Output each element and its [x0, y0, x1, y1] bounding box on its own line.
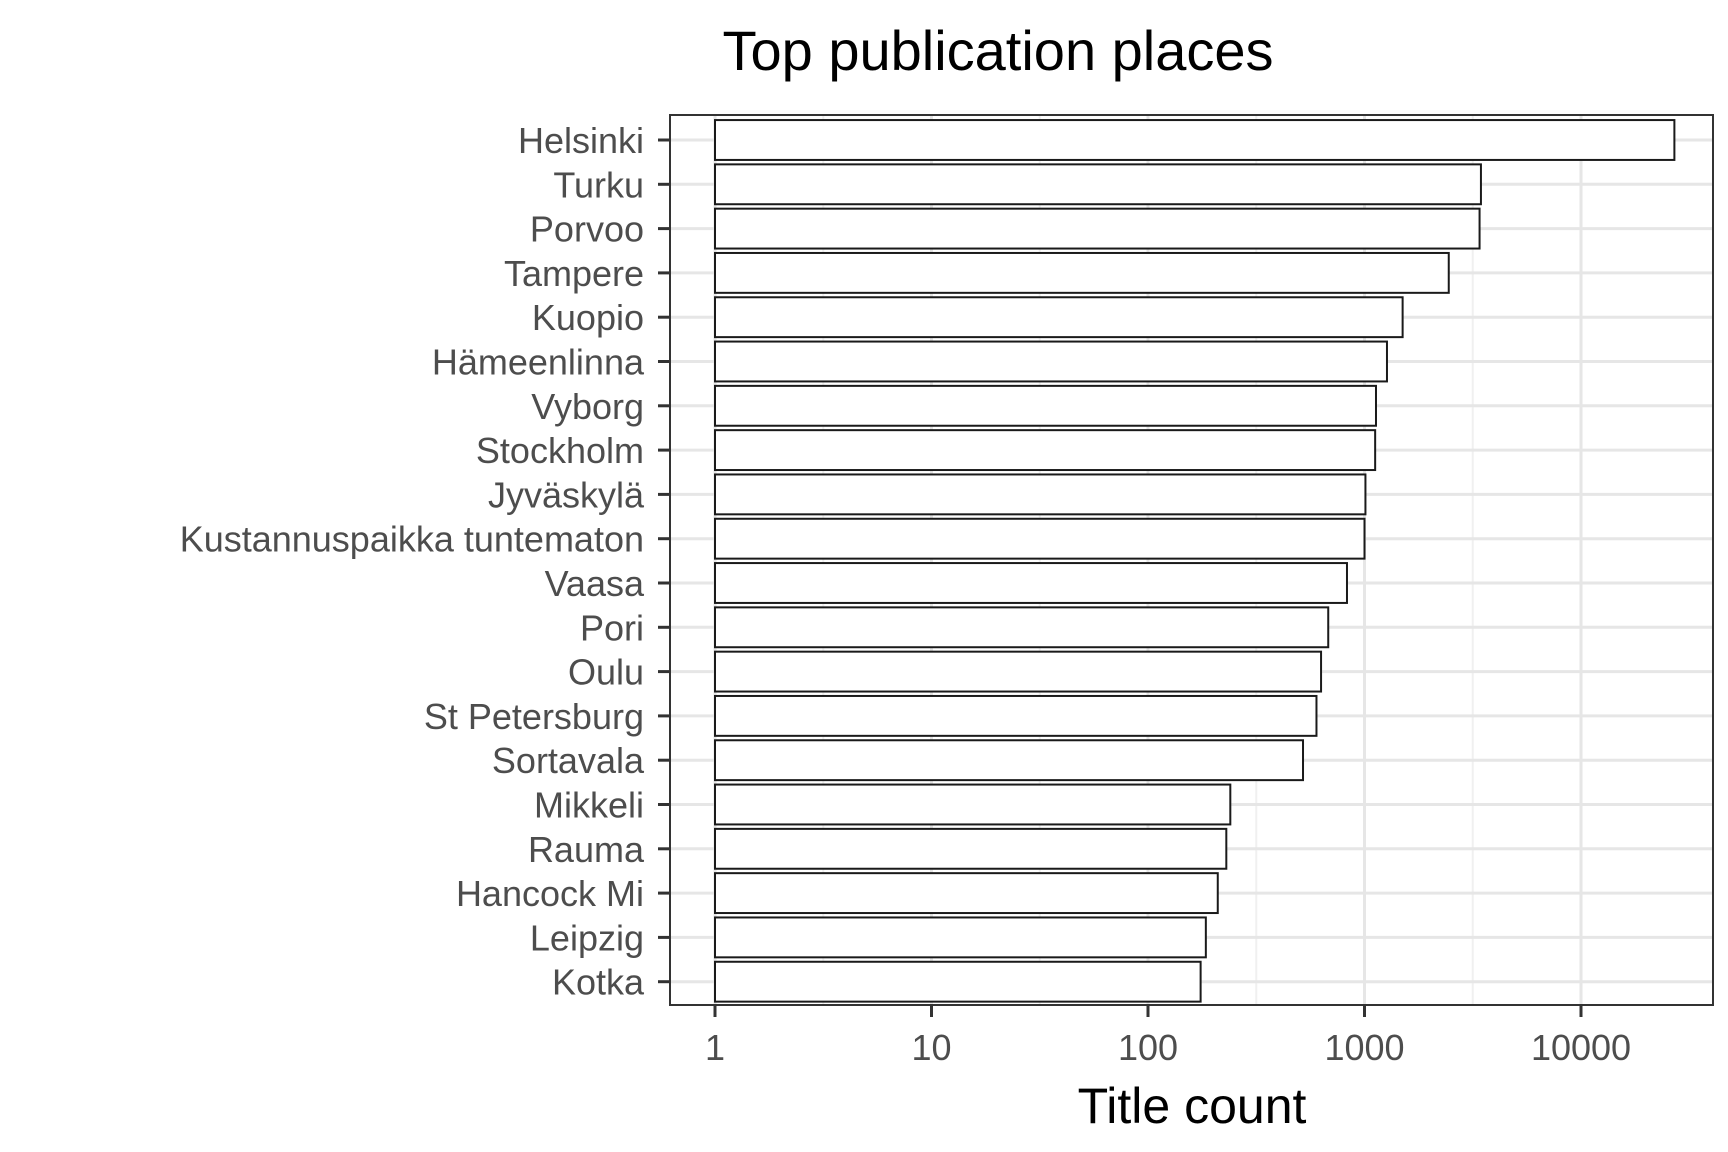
y-tick-label: Sortavala: [492, 740, 645, 781]
panel-border: [669, 114, 1714, 1006]
y-tick-label: Hämeenlinna: [432, 342, 645, 383]
bar: [714, 916, 1207, 959]
x-tick-label: 1: [705, 1027, 725, 1068]
bar: [714, 562, 1348, 604]
x-tick-label: 10000: [1531, 1027, 1631, 1068]
y-tick-label: Porvoo: [530, 209, 644, 250]
x-axis-title: Title count: [1078, 1078, 1307, 1134]
bar: [714, 429, 1377, 472]
x-tick-label: 1000: [1324, 1027, 1404, 1068]
y-tick-label: Rauma: [528, 829, 645, 870]
x-tick-label: 100: [1118, 1027, 1178, 1068]
bar: [714, 827, 1228, 870]
bar: [714, 694, 1318, 737]
bar: [714, 384, 1377, 427]
x-tick-label: 10: [911, 1027, 951, 1068]
y-tick-label: Stockholm: [476, 430, 644, 471]
y-tick-label: Hancock Mi: [456, 873, 644, 914]
y-tick-label: Helsinki: [518, 120, 644, 161]
y-tick-label: Jyväskylä: [488, 474, 645, 515]
y-tick-label: Oulu: [568, 652, 644, 693]
y-tick-label: Vaasa: [545, 563, 645, 604]
bars: [714, 119, 1676, 1003]
y-axis: HelsinkiTurkuPorvooTampereKuopioHämeenli…: [180, 120, 670, 1003]
bar: [714, 119, 1676, 161]
y-tick-label: Kuopio: [532, 297, 644, 338]
bar: [714, 517, 1366, 560]
chart-title: Top publication places: [722, 19, 1273, 82]
bar: [714, 606, 1330, 649]
y-tick-label: Kotka: [552, 962, 645, 1003]
bar: [714, 473, 1367, 516]
plot-area: [669, 114, 1714, 1006]
y-tick-label: Mikkeli: [534, 785, 644, 826]
y-tick-label: Kustannuspaikka tuntematon: [180, 519, 644, 560]
bar: [714, 960, 1202, 1003]
bar: [714, 739, 1305, 782]
bar: [714, 163, 1482, 206]
y-tick-label: Pori: [580, 607, 644, 648]
y-tick-label: Tampere: [504, 253, 644, 294]
bar: [714, 340, 1388, 383]
x-axis: 1 10 100 1000 10000: [705, 1005, 1631, 1068]
bar: [714, 872, 1219, 915]
y-tick-label: Leipzig: [530, 917, 644, 958]
y-tick-label: Turku: [553, 164, 644, 205]
bar: [714, 650, 1323, 693]
y-tick-label: Vyborg: [531, 386, 644, 427]
bar: [714, 207, 1481, 250]
bar: [714, 783, 1232, 826]
y-tick-label: St Petersburg: [424, 696, 644, 737]
bar: [714, 296, 1404, 339]
bar: [714, 251, 1450, 294]
